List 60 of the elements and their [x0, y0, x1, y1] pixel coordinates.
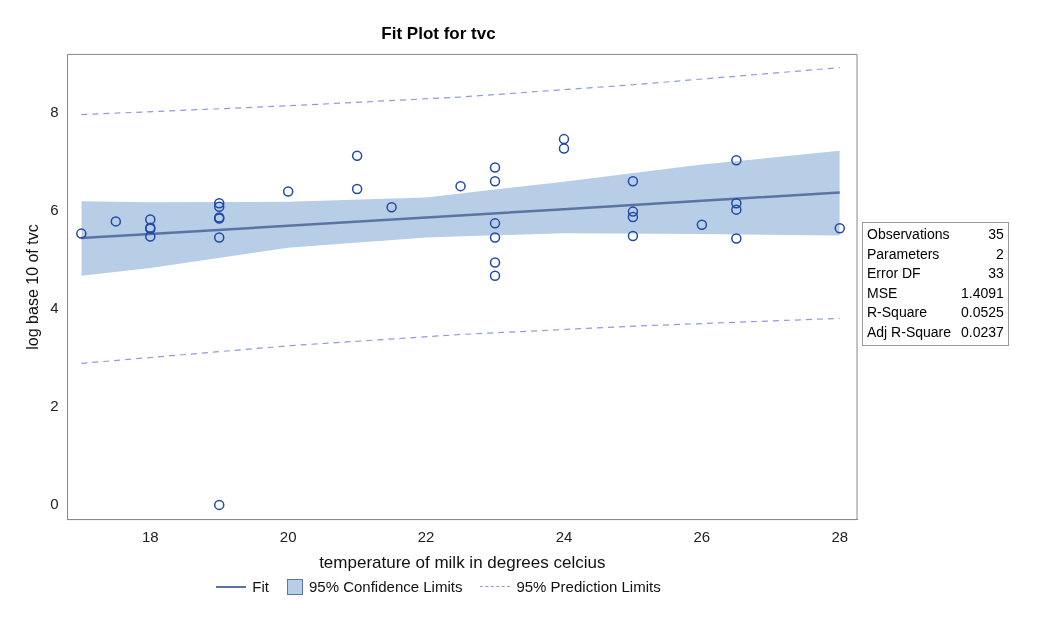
- y-tick-label: 2: [50, 397, 59, 415]
- point: [731, 204, 742, 215]
- x-tick-label: 26: [693, 527, 711, 545]
- point: [386, 201, 397, 213]
- text: 0.0237: [961, 322, 1004, 342]
- text: 1.4091: [961, 283, 1004, 303]
- point: [558, 143, 570, 154]
- text: Observations: [867, 225, 951, 244]
- x-tick-label: 28: [831, 527, 849, 545]
- point: [455, 180, 466, 192]
- text: 95% Confidence Limits: [309, 578, 463, 595]
- y-axis-title: log base 10 of tvc: [24, 224, 42, 350]
- point: [489, 232, 501, 243]
- x-tick-label: 20: [279, 527, 297, 545]
- legend-label: Fit: [252, 578, 269, 595]
- point: [627, 211, 639, 223]
- point: [834, 222, 846, 234]
- legend-label: 95% Prediction Limits: [516, 578, 661, 595]
- y-tick-label: 6: [50, 201, 59, 219]
- point: [145, 214, 156, 225]
- point: [213, 499, 225, 511]
- x-axis-title: temperature of milk in degrees celcius: [319, 553, 606, 573]
- point: [489, 270, 501, 281]
- y-tick-label: 8: [50, 103, 59, 121]
- text: R-Square: [867, 303, 928, 323]
- point: [351, 150, 363, 162]
- x-tick-label: 24: [555, 527, 573, 545]
- point: [76, 228, 87, 239]
- point: [627, 230, 639, 242]
- line-series: [80, 67, 841, 116]
- chart-title: Fit Plot for tvc: [381, 23, 496, 43]
- y-tick-label: 0: [50, 495, 59, 513]
- text: MSE: [867, 283, 899, 303]
- point: [489, 175, 501, 187]
- point: [731, 198, 742, 209]
- text: 35: [987, 225, 1004, 244]
- text: 2: [995, 244, 1004, 264]
- point: [731, 154, 742, 166]
- point: [731, 233, 742, 244]
- point: [282, 186, 294, 197]
- text: Adj R-Square: [867, 322, 952, 342]
- x-tick-label: 22: [417, 527, 435, 545]
- point: [110, 216, 122, 227]
- point: [696, 219, 708, 231]
- point: [627, 175, 639, 187]
- point: [489, 257, 501, 268]
- text: Parameters: [867, 244, 941, 264]
- text: 0.0525: [961, 303, 1004, 323]
- x-tick-label: 18: [141, 527, 159, 545]
- line-series: [80, 317, 841, 364]
- point: [558, 133, 570, 145]
- text: 33: [987, 264, 1004, 284]
- point: [489, 162, 501, 173]
- point: [351, 183, 363, 195]
- y-tick-label: 4: [50, 299, 59, 317]
- point: [627, 206, 639, 217]
- point: [213, 232, 225, 243]
- text: Error DF: [867, 264, 922, 284]
- point: [145, 231, 156, 242]
- point: [489, 218, 501, 229]
